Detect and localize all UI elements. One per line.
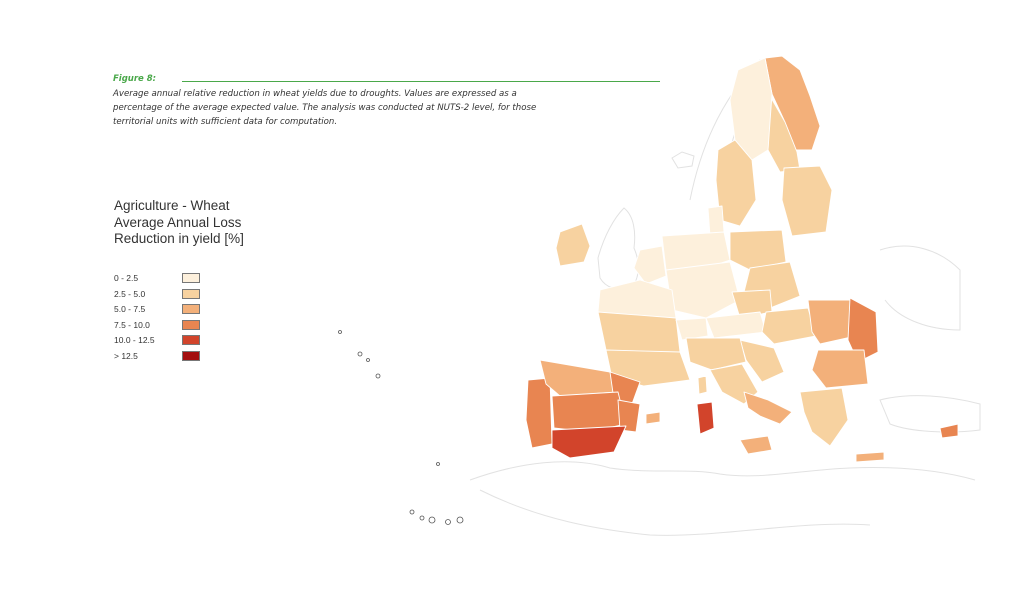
figure-caption: Average annual relative reduction in whe… (113, 88, 633, 129)
legend-swatch (182, 288, 200, 299)
region-andalusia (551, 425, 627, 459)
turkey-outline (879, 395, 981, 433)
island-dot (436, 462, 440, 466)
region-cyprus (939, 423, 959, 439)
legend-swatch (182, 304, 200, 314)
figure-divider (182, 81, 660, 82)
azores-islands (338, 330, 440, 466)
legend-swatch (182, 350, 200, 361)
region-romania-west (807, 299, 857, 345)
legend-title: Agriculture - Wheat Average Annual Loss … (114, 198, 244, 248)
region-romania-east (847, 297, 879, 363)
region-corsica (697, 375, 708, 395)
great-britain-outline (597, 207, 639, 291)
region-austria (705, 311, 767, 339)
iceland-outline (671, 151, 695, 169)
region-finland-north (764, 55, 821, 151)
legend-title-line: Average Annual Loss (114, 214, 242, 230)
island-dot (445, 519, 451, 525)
legend-item: 7.5 - 10.0 (114, 319, 204, 335)
figure-label: Figure 8: (113, 74, 157, 84)
region-italy-south (743, 391, 793, 425)
legend-title-line: Agriculture - Wheat (114, 198, 230, 213)
legend-item-label: 5.0 - 7.5 (114, 304, 146, 314)
region-bulgaria (811, 349, 869, 389)
island-dot (366, 358, 370, 362)
region-baltics (781, 165, 833, 237)
eu-regions (525, 55, 959, 463)
island-dot (375, 373, 381, 379)
legend-item: 2.5 - 5.0 (114, 288, 204, 304)
region-sweden-south (715, 139, 757, 227)
island-dot (419, 515, 425, 521)
legend-swatch (182, 319, 200, 330)
region-portugal (525, 377, 553, 449)
island-dot (357, 351, 363, 357)
legend-item: 10.0 - 12.5 (114, 334, 204, 350)
north-africa-inland (479, 489, 871, 536)
region-greece (799, 387, 849, 447)
legend-item: > 12.5 (114, 350, 204, 366)
island-dot (409, 509, 415, 515)
island-dot (456, 516, 464, 524)
region-sardinia (696, 401, 715, 435)
region-hungary (761, 307, 817, 345)
region-spain-north (539, 359, 619, 397)
legend-swatch (182, 335, 200, 345)
canary-islands (409, 509, 464, 525)
legend-item-label: 2.5 - 5.0 (114, 288, 146, 299)
region-sicily (739, 435, 773, 455)
legend-item-label: 10.0 - 12.5 (114, 335, 155, 345)
legend-item-label: 7.5 - 10.0 (114, 319, 150, 330)
north-africa-coast (469, 461, 976, 481)
region-germany-south (665, 261, 741, 319)
region-balearic (645, 411, 661, 425)
caption-line: Average annual relative reduction in whe… (113, 89, 517, 99)
caption-line: percentage of the average expected value… (113, 102, 537, 113)
legend-item: 0 - 2.5 (114, 272, 204, 288)
island-dot (338, 330, 342, 334)
island-dot (428, 516, 436, 524)
legend-item-label: > 12.5 (114, 350, 138, 361)
legend-swatch (182, 273, 200, 283)
region-switzerland (675, 317, 709, 341)
region-spain-centre (551, 391, 627, 433)
region-crete (855, 451, 885, 463)
region-denmark (707, 205, 725, 237)
legend-item-label: 0 - 2.5 (114, 273, 139, 283)
legend: 0 - 2.5 2.5 - 5.0 5.0 - 7.5 7.5 - 10.0 1… (114, 272, 204, 365)
region-ireland (555, 223, 591, 267)
region-spain-valencia (617, 399, 641, 433)
region-sweden-north (729, 57, 773, 161)
caption-line: territorial units with sufficient data f… (113, 116, 338, 127)
region-benelux (633, 245, 667, 285)
legend-title-line: Reduction in yield [%] (114, 231, 244, 246)
eastern-europe-outline (879, 245, 961, 331)
legend-item: 5.0 - 7.5 (114, 303, 204, 319)
